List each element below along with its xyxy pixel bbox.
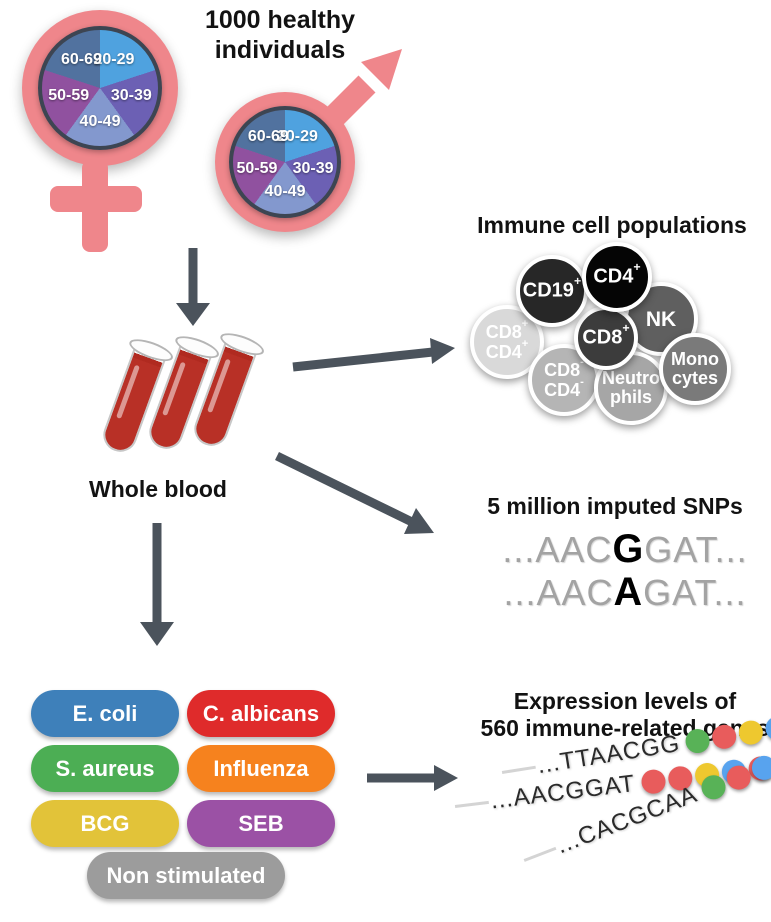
arrow-blood-to-stimuli — [140, 523, 174, 646]
expression-dot-green — [697, 771, 729, 803]
snp-variant-allele: A — [613, 570, 644, 614]
age-slice-label: 50-59 — [236, 160, 278, 178]
snp-variant-allele: G — [612, 527, 645, 571]
age-slice-label: 30-39 — [292, 160, 334, 178]
expression-dot-yellow — [737, 718, 765, 747]
cell-label: CD4+ — [593, 260, 641, 289]
age-slice-label: 40-49 — [264, 183, 306, 201]
snp-sequences: ...AACGGAT... ...AACAGAT... — [455, 528, 771, 614]
cell-label: cytes — [671, 368, 719, 388]
snp-sequence-ref: ...AACGGAT... — [502, 527, 748, 571]
expression-dot-red — [710, 723, 739, 751]
age-slice-label: 30-39 — [110, 87, 152, 105]
stimulus-non-stimulated: Non stimulated — [87, 852, 285, 899]
expression-dot-blue — [764, 714, 771, 743]
stimulus-influenza: Influenza — [187, 745, 335, 792]
expression-dot-green — [684, 727, 712, 755]
cell-label: CD19+ — [522, 274, 582, 303]
immune-title: Immune cell populations — [477, 212, 747, 238]
cell-label: phils — [609, 387, 652, 407]
snp-sequence-alt: ...AACAGAT... — [503, 570, 747, 614]
cell-label: CD8- — [544, 355, 584, 380]
cell-label: CD8+ — [485, 317, 529, 342]
male-icon: 20-29 30-39 40-49 50-59 60-69 — [215, 49, 415, 252]
female-cross-horizontal — [50, 186, 142, 212]
cohort-title: 1000 healthy individuals — [168, 6, 392, 65]
age-slice-label: 20-29 — [277, 128, 318, 146]
strand-line — [523, 846, 557, 862]
cohort-title-line1: 1000 healthy — [204, 6, 356, 34]
stimulus-ecoli: E. coli — [31, 690, 179, 737]
strand-line — [454, 800, 489, 808]
cell-label: NK — [645, 307, 677, 331]
arrow-blood-to-cells — [292, 338, 455, 372]
arrow-cohort-to-blood — [176, 248, 210, 326]
cell-cd8: CD8+ — [574, 306, 638, 370]
stimulus-saureus: S. aureus — [31, 745, 179, 792]
cell-label: CD4- — [544, 376, 584, 400]
cell-label: CD8+ — [582, 321, 630, 350]
cell-label: Mono — [671, 348, 719, 369]
age-slice-label: 60-69 — [60, 51, 102, 69]
stimulus-seb: SEB — [187, 800, 335, 847]
cell-label: CD4+ — [485, 338, 529, 362]
age-slice-label: 20-29 — [93, 51, 135, 69]
female-icon: 20-29 30-39 40-49 50-59 60-69 — [22, 10, 182, 255]
cell-cd8neg-cd4neg: CD8- CD4- — [528, 344, 600, 416]
stimulus-bcg: BCG — [31, 800, 179, 847]
stimulus-calbicans: C. albicans — [187, 690, 335, 737]
age-slice-label: 40-49 — [79, 112, 121, 130]
snps-title: 5 million imputed SNPs — [487, 493, 743, 519]
cell-label: Neutro — [602, 367, 660, 388]
expression-title-line1: Expression levels of — [513, 688, 737, 714]
strand-line — [501, 765, 536, 774]
cell-cd4: CD4+ — [582, 242, 652, 312]
cohort-title-line2: individuals — [214, 35, 346, 64]
age-slice-label: 50-59 — [48, 87, 90, 105]
age-slice-label: 60-69 — [247, 128, 289, 146]
female-age-pie: 20-29 30-39 40-49 50-59 60-69 — [38, 26, 162, 150]
arrow-stimuli-to-expression — [367, 765, 458, 791]
arrow-blood-to-snps — [275, 451, 434, 534]
expression-dot-red — [722, 762, 754, 794]
male-age-pie: 20-29 30-39 40-49 50-59 60-69 — [229, 106, 341, 218]
cell-monocytes: Mono cytes — [659, 333, 731, 405]
cell-cd19: CD19+ — [516, 255, 588, 327]
whole-blood-label: Whole blood — [89, 476, 227, 502]
expression-dot-blue — [748, 752, 771, 784]
